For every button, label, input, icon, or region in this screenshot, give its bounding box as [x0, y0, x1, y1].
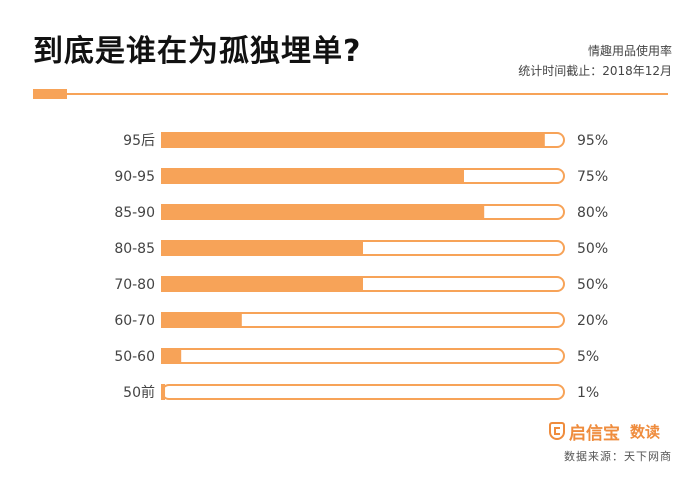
category-label: 80-85	[114, 241, 155, 257]
value-label: 95%	[577, 133, 608, 149]
value-label: 50%	[577, 241, 608, 257]
brand-logo: 启信宝 数读	[549, 420, 661, 444]
data-source: 数据来源：天下网商	[564, 450, 672, 463]
bar-fill	[161, 240, 363, 256]
category-label: 50-60	[114, 349, 155, 365]
accent-block	[33, 89, 67, 99]
value-label: 20%	[577, 313, 608, 329]
category-label: 60-70	[114, 313, 155, 329]
bar-track	[161, 348, 565, 364]
bar-fill	[161, 348, 182, 364]
accent-divider	[67, 93, 668, 95]
category-label: 90-95	[114, 169, 155, 185]
bar-fill	[161, 384, 166, 400]
bar-fill	[161, 312, 242, 328]
date-note: 统计时间截止：2018年12月	[518, 64, 672, 78]
category-label: 70-80	[114, 277, 155, 293]
category-label: 50前	[123, 384, 155, 401]
category-label: 95后	[123, 133, 155, 149]
bar-fill	[161, 168, 464, 184]
bar-track	[161, 384, 565, 400]
bar-fill	[161, 204, 485, 220]
category-label: 85-90	[114, 205, 155, 221]
page-title: 到底是谁在为孤独埋单?	[33, 34, 362, 69]
logo-brand: 启信宝	[569, 423, 620, 444]
bar-fill	[161, 276, 363, 292]
logo-suffix: 数读	[630, 422, 661, 441]
value-label: 80%	[577, 205, 608, 221]
logo-icon	[549, 422, 565, 440]
value-label: 75%	[577, 169, 608, 185]
value-label: 50%	[577, 277, 608, 293]
chart-subtitle: 情趣用品使用率	[587, 44, 672, 58]
value-label: 5%	[577, 349, 599, 365]
bar-fill	[161, 132, 545, 148]
value-label: 1%	[577, 385, 599, 401]
